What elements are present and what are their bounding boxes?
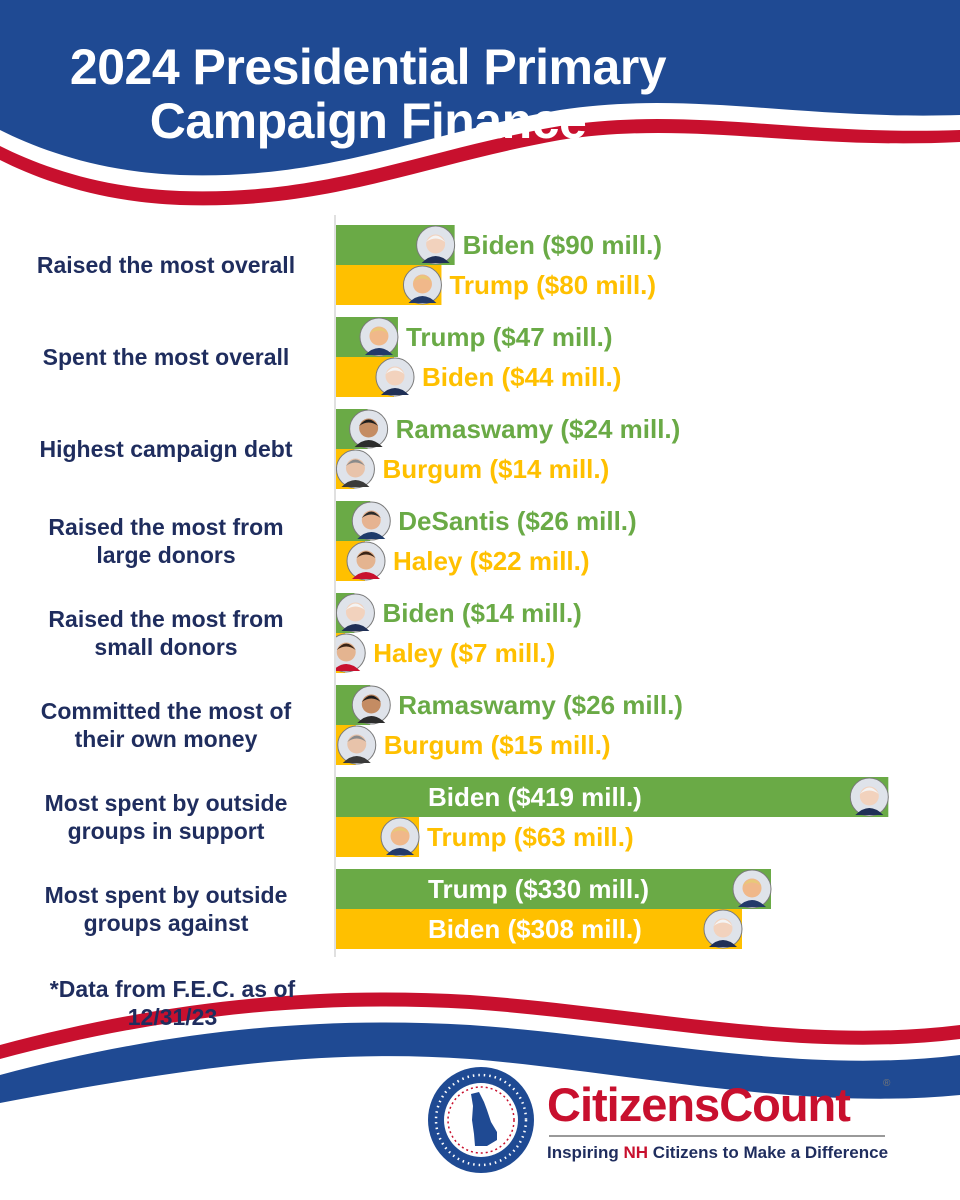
biden-photo-icon xyxy=(375,357,415,397)
category-label: Most spent by outside xyxy=(45,882,288,908)
data-label: Haley ($22 mill.) xyxy=(393,546,590,576)
trump-photo-icon xyxy=(732,869,772,909)
category-label: groups in support xyxy=(68,818,265,844)
bar xyxy=(336,777,889,817)
category-label: Committed the most of xyxy=(41,698,292,724)
ramaswamy-photo-icon xyxy=(351,685,391,725)
data-label: Trump ($80 mill.) xyxy=(449,270,656,300)
category-label: Most spent by outside xyxy=(45,790,288,816)
category-label: Raised the most from xyxy=(48,514,283,540)
desantis-photo-icon xyxy=(351,501,391,541)
category-label: Highest campaign debt xyxy=(39,436,292,462)
data-label: Biden ($44 mill.) xyxy=(422,362,621,392)
tagline-after: Citizens to Make a Difference xyxy=(648,1143,889,1162)
data-label: Trump ($47 mill.) xyxy=(406,322,613,352)
category-label: Spent the most overall xyxy=(43,344,290,370)
haley-photo-icon xyxy=(346,541,386,581)
burgum-photo-icon xyxy=(336,449,375,489)
title-line-1: 2024 Presidential Primary xyxy=(69,39,667,95)
biden-photo-icon xyxy=(849,777,889,817)
haley-photo-icon xyxy=(336,633,366,673)
category-label: Raised the most from xyxy=(48,606,283,632)
data-label: Burgum ($14 mill.) xyxy=(382,454,609,484)
data-label: Trump ($63 mill.) xyxy=(427,822,634,852)
data-label: Biden ($90 mill.) xyxy=(463,230,662,260)
header-wave-banner xyxy=(0,0,960,206)
biden-photo-icon xyxy=(703,909,743,949)
citizens-count-logo: CitizensCount ® Inspiring NH Citizens to… xyxy=(427,1066,927,1176)
title-line-2: Campaign Finance xyxy=(149,93,587,149)
category-label: groups against xyxy=(84,910,249,936)
footnote-line-2: 12/31/23 xyxy=(127,1004,218,1030)
data-label: Ramaswamy ($26 mill.) xyxy=(398,690,683,720)
brand-divider xyxy=(549,1135,885,1137)
trump-photo-icon xyxy=(402,265,442,305)
brand-name: CitizensCount xyxy=(547,1078,851,1131)
footnote-line-1: *Data from F.E.C. as of xyxy=(49,976,296,1002)
ramaswamy-photo-icon xyxy=(349,409,389,449)
burgum-photo-icon xyxy=(337,725,377,765)
category-label: Raised the most overall xyxy=(37,252,295,278)
bar-group: Highest campaign debt Ramaswamy ($24 mill… xyxy=(39,409,680,489)
bar xyxy=(336,869,771,909)
campaign-finance-bar-chart: Raised the most overall Biden ($90 mill.)… xyxy=(37,215,889,957)
data-label: Trump ($330 mill.) xyxy=(428,874,649,904)
nh-state-seal-icon xyxy=(428,1067,534,1173)
trump-photo-icon xyxy=(380,817,420,857)
data-label: Biden ($419 mill.) xyxy=(428,782,642,812)
data-label: Biden ($308 mill.) xyxy=(428,914,642,944)
trump-photo-icon xyxy=(359,317,399,357)
tagline: Inspiring NH Citizens to Make a Differen… xyxy=(547,1142,888,1164)
biden-photo-icon xyxy=(416,225,456,265)
bar-group: Raised the most overall Biden ($90 mill.)… xyxy=(37,225,662,305)
data-label: Burgum ($15 mill.) xyxy=(384,730,611,760)
tagline-highlight: NH xyxy=(623,1143,649,1162)
data-label: DeSantis ($26 mill.) xyxy=(398,506,636,536)
category-label: small donors xyxy=(94,634,237,660)
tagline-before: Inspiring xyxy=(547,1143,624,1162)
data-label: Biden ($14 mill.) xyxy=(382,598,581,628)
data-label: Haley ($7 mill.) xyxy=(373,638,555,668)
bar-group: Spent the most overall Trump ($47 mill.) B… xyxy=(43,317,621,397)
bar xyxy=(336,909,742,949)
biden-photo-icon xyxy=(336,593,375,633)
registered-mark: ® xyxy=(883,1078,891,1089)
data-source-footnote: *Data from F.E.C. as of 12/31/23 xyxy=(20,975,325,1031)
category-label: their own money xyxy=(75,726,258,752)
category-label: large donors xyxy=(96,542,235,568)
data-label: Ramaswamy ($24 mill.) xyxy=(396,414,681,444)
page-title: 2024 Presidential Primary Campaign Finan… xyxy=(38,40,698,148)
